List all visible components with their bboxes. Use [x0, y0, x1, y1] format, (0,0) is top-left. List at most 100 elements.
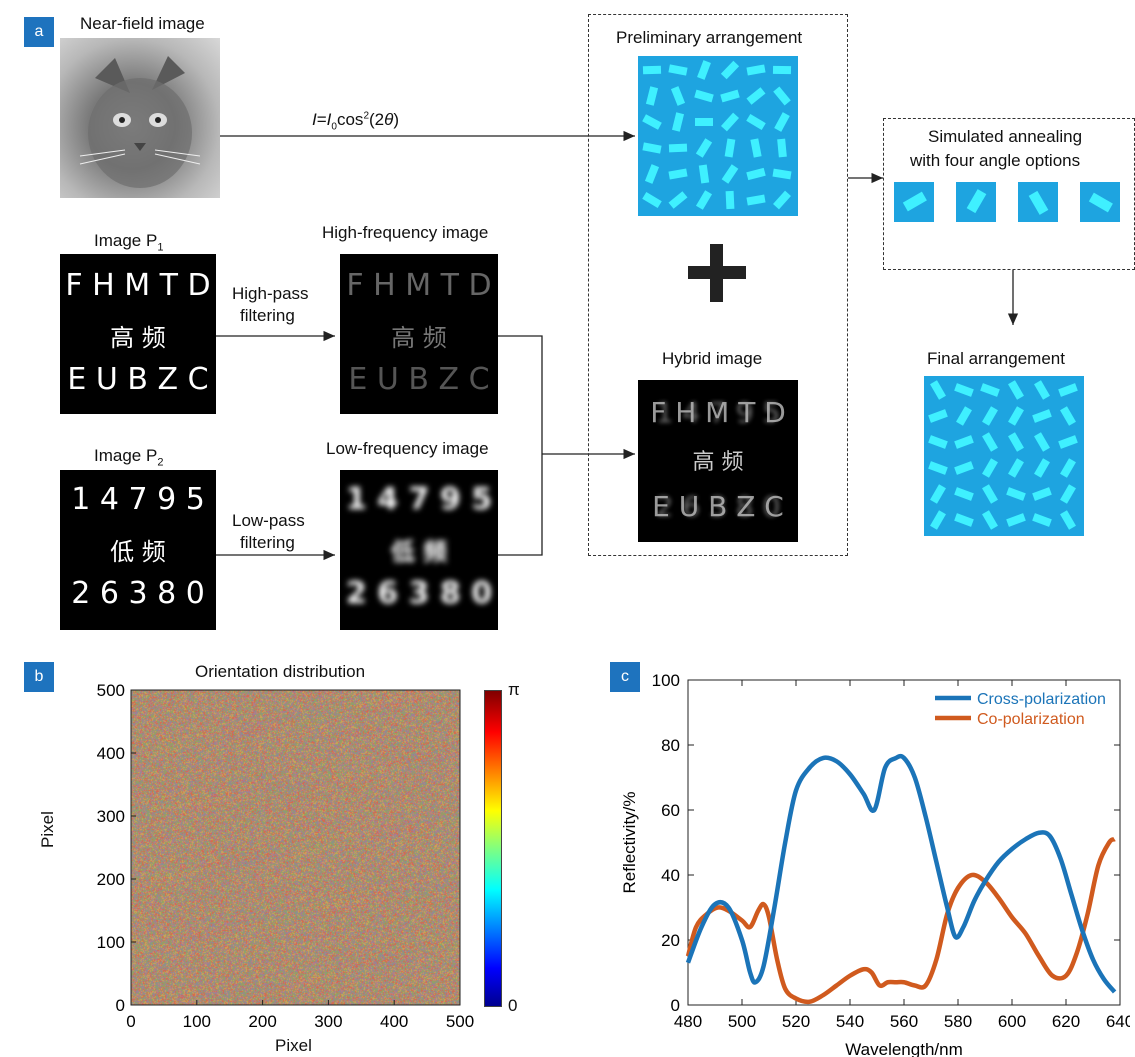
high-pass-label-2: filtering: [240, 306, 295, 325]
final-title: Final arrangement: [927, 349, 1065, 368]
b-xtick-label: 500: [446, 1012, 474, 1031]
c-xtick-label: 540: [836, 1012, 864, 1031]
nanobar: [1060, 484, 1076, 504]
nanobar: [982, 484, 998, 504]
c-xlabel: Wavelength/nm: [845, 1040, 962, 1057]
image-p1-title: Image P1: [94, 231, 164, 254]
nanobar: [724, 138, 736, 158]
final-metasurface: [928, 380, 1078, 530]
nanobar: [930, 380, 946, 400]
c-ylabel: Reflectivity/%: [620, 791, 639, 893]
c-xtick-label: 500: [728, 1012, 756, 1031]
nanobar: [642, 191, 662, 209]
cat-picture: [79, 56, 201, 188]
b-xtick-label: 400: [380, 1012, 408, 1031]
c-ytick-label: 100: [652, 671, 680, 690]
nanobar: [642, 142, 662, 154]
nanobar: [1032, 487, 1052, 501]
panel-c-badge: c: [610, 662, 640, 692]
nanobar: [746, 87, 766, 105]
c-ytick-label: 80: [661, 736, 680, 755]
nanobar: [1006, 513, 1026, 527]
plus-sign: [688, 244, 746, 302]
b-xtick-label: 100: [183, 1012, 211, 1031]
nanobar: [1058, 383, 1078, 397]
nanobar: [954, 513, 974, 527]
intensity-formula: I=I0cos2(2θ): [312, 110, 400, 133]
nanobar: [772, 65, 792, 75]
b-ytick-label: 100: [97, 933, 125, 952]
legend-co-label: Co-polarization: [977, 711, 1085, 728]
nanobar: [773, 86, 791, 106]
c-xtick-label: 600: [998, 1012, 1026, 1031]
panel-b-ylabel: Pixel: [38, 811, 57, 848]
nanobar: [774, 112, 790, 132]
nanobar: [980, 383, 1000, 397]
colorbar-bottom-label: 0: [508, 996, 518, 1015]
nanobar: [773, 190, 791, 210]
c-ytick-label: 40: [661, 866, 680, 885]
c-ytick-label: 60: [661, 801, 680, 820]
hybrid-image: F H M T D 1 4 7 9 5 高 频 E U B Z C 2 6 3 …: [638, 380, 798, 542]
b-xtick-label: 300: [314, 1012, 342, 1031]
angle-option-tile: [1080, 182, 1120, 222]
nanobar: [642, 114, 662, 130]
nanobar: [1034, 432, 1050, 452]
nanobar: [930, 510, 946, 530]
nanobar: [668, 64, 688, 76]
c-xtick-label: 620: [1052, 1012, 1080, 1031]
c-ytick-label: 0: [671, 996, 680, 1015]
nanobar: [1060, 458, 1076, 478]
nanobar: [695, 190, 713, 210]
near-field-image: [60, 38, 220, 198]
nanobar: [668, 168, 688, 180]
nanobar: [668, 191, 688, 209]
panel-b-xlabel: Pixel: [275, 1036, 312, 1055]
panel-a-badge: a: [24, 17, 54, 47]
nanobar: [772, 168, 792, 180]
preliminary-arrangement: [638, 56, 798, 216]
nanobar: [671, 112, 685, 132]
hybrid-title: Hybrid image: [662, 349, 763, 368]
nanobar: [644, 164, 660, 184]
orientation-heatmap: [131, 690, 460, 1005]
nanobar: [956, 406, 972, 426]
high-pass-label-1: High-pass: [232, 284, 309, 303]
nanobar: [954, 461, 974, 475]
angle-option-tile: [956, 182, 996, 222]
nanobar: [720, 89, 740, 103]
nanobar: [645, 86, 659, 106]
c-xtick-label: 640: [1106, 1012, 1130, 1031]
angle-option-tile: [894, 182, 934, 222]
image-p1: F H M T D 高 频 E U B Z C: [60, 254, 216, 414]
nanobar: [668, 143, 688, 153]
panel-b-badge: b: [24, 662, 54, 692]
nanobar: [720, 60, 740, 80]
nanobar: [698, 164, 710, 184]
nanobar: [1006, 487, 1026, 501]
nanobar: [982, 458, 998, 478]
low-pass-label-1: Low-pass: [232, 511, 305, 530]
nanobar: [694, 89, 714, 103]
c-ytick-label: 20: [661, 931, 680, 950]
nanobar: [1032, 513, 1052, 527]
colorbar-top-label: π: [508, 680, 520, 699]
preliminary-metasurface: [642, 60, 792, 210]
panel-b-axes: 0 100 200 300 400 500 0 100 200 300 400 500: [97, 681, 475, 1031]
nanobar: [642, 65, 662, 75]
low-frequency-image: 1 4 7 9 5 低 频 2 6 3 8 0: [340, 470, 498, 630]
reflectivity-chart: 480 500 520 540 560 580 600 620 640 0 20 40 60 80 100 W…: [620, 671, 1130, 1057]
nanobar: [746, 113, 766, 131]
nanobar: [954, 435, 974, 449]
legend-cross-label: Cross-polarization: [977, 691, 1106, 708]
annealing-line2: with four angle options: [910, 151, 1081, 170]
nanobar: [1032, 409, 1052, 423]
high-frequency-image: F H M T D 高 频 E U B Z C: [340, 254, 498, 414]
image-p2: 1 4 7 9 5 低 频 2 6 3 8 0: [60, 470, 216, 630]
nanobar: [697, 60, 711, 80]
colorbar: [484, 690, 502, 1007]
low-freq-title: Low-frequency image: [326, 439, 489, 458]
high-freq-title: High-frequency image: [322, 223, 489, 242]
nanobar: [746, 64, 766, 76]
panel-a-arrows: [216, 130, 1019, 561]
